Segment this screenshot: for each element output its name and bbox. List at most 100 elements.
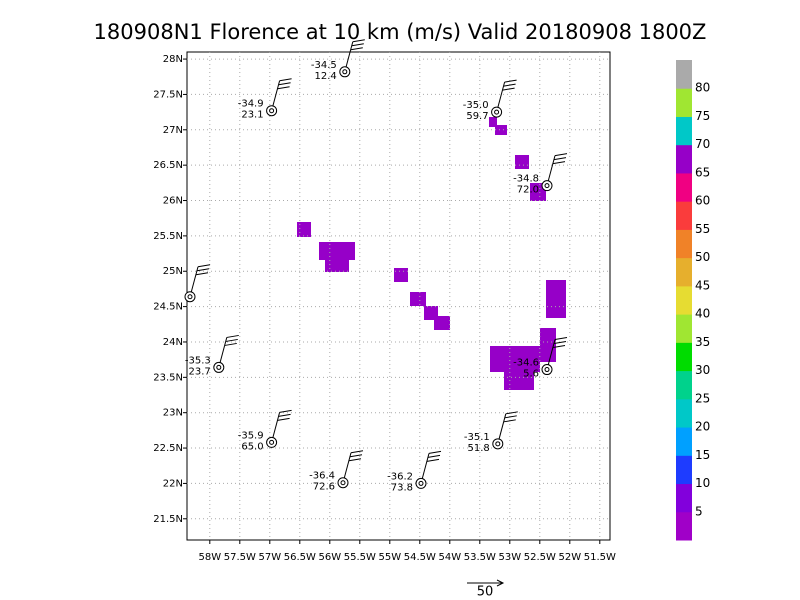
station: -34.65.6 [513, 337, 568, 380]
station-dot [269, 108, 275, 114]
y-tick-label: 27.5N [153, 89, 183, 100]
y-tick-label: 21.5N [153, 514, 183, 525]
y-tick-label: 23N [163, 408, 183, 419]
wind-patches [297, 117, 566, 390]
station-label: -34.5 [311, 60, 337, 71]
station-label: 65.0 [241, 441, 263, 452]
station: -36.273.8 [387, 450, 442, 493]
station-label: 12.4 [315, 71, 337, 82]
colorbar-segment [676, 144, 692, 174]
colorbar-label: 40 [695, 307, 710, 321]
colorbar-segment [676, 116, 692, 146]
station: -34.872.0 [513, 153, 568, 196]
barb-flags [350, 39, 365, 51]
barb-flags [348, 450, 364, 462]
station: -34.923.1 [238, 78, 292, 121]
station-label: 5.6 [523, 369, 539, 380]
colorbar-segment [676, 427, 692, 456]
colorbar-segment [676, 201, 692, 230]
station-label: -36.2 [387, 471, 413, 482]
station-marker [491, 106, 503, 118]
colorbar-label: 80 [695, 81, 710, 95]
station-label: -34.6 [513, 358, 539, 369]
y-tick-label: 22.5N [153, 443, 183, 454]
station-marker [266, 436, 278, 448]
station-label: -35.0 [463, 100, 489, 111]
station-label: -35.3 [185, 355, 211, 366]
colorbar-label: 55 [695, 222, 710, 236]
station: -34.512.4 [311, 39, 365, 82]
barb-flags [277, 409, 292, 421]
colorbar-segment [676, 342, 692, 372]
station-dot [340, 480, 346, 486]
station-marker [266, 105, 278, 117]
y-tick-label: 26N [163, 196, 183, 207]
colorbar-segment [676, 483, 692, 513]
colorbar-label: 50 [695, 250, 710, 264]
x-tick-label: 54.5W [404, 552, 436, 563]
x-tick-label: 53W [498, 552, 521, 563]
colorbar-segment [676, 285, 692, 315]
station: -35.323.7 [185, 334, 239, 377]
colorbar-segment [676, 398, 692, 428]
station-marker [337, 477, 349, 489]
y-tick-label: 26.5N [153, 160, 183, 171]
colorbar-label: 60 [695, 194, 710, 208]
station-dot [544, 183, 550, 189]
station-dot [544, 367, 550, 373]
station-marker [415, 477, 427, 489]
x-tick-label: 52W [558, 552, 581, 563]
colorbar-label: 65 [695, 165, 710, 179]
colorbar-segment [676, 511, 692, 541]
x-tick-label: 56.5W [284, 552, 316, 563]
title: 180908N1 Florence at 10 km (m/s) Valid 2… [94, 20, 707, 44]
barb-flags [426, 450, 442, 462]
station-label: 59.7 [466, 111, 488, 122]
colorbar-segment [676, 455, 692, 485]
station-marker [492, 438, 504, 450]
colorbar-label: 70 [695, 137, 710, 151]
colorbar-label: 30 [695, 363, 710, 377]
station-marker [541, 364, 553, 376]
station-label: -35.1 [464, 432, 490, 443]
station-label: -34.9 [238, 99, 264, 110]
y-tick-label: 27N [163, 125, 183, 136]
y-tick-label: 25N [163, 266, 183, 277]
colorbar-segment [676, 257, 692, 287]
station-marker [184, 291, 196, 303]
colorbar-label: 75 [695, 109, 710, 123]
station-label: 72.6 [313, 482, 335, 493]
y-tick-label: 25.5N [153, 231, 183, 242]
station-dot [418, 480, 424, 486]
x-tick-label: 52.5W [524, 552, 556, 563]
station-marker [213, 361, 225, 373]
station-dot [494, 109, 500, 115]
colorbar-label: 20 [695, 420, 710, 434]
y-tick-label: 28N [163, 54, 183, 65]
barb-flags [503, 411, 518, 423]
station-label: -35.9 [238, 430, 264, 441]
station: -36.472.6 [309, 450, 364, 493]
station-dot [187, 294, 193, 300]
x-tick-label: 51.5W [584, 552, 616, 563]
vector-scale: 50 [477, 585, 494, 600]
station: -35.965.0 [238, 409, 292, 452]
station-dot [216, 364, 222, 370]
colorbar-label: 5 [695, 504, 703, 518]
colorbar-label: 10 [695, 476, 710, 490]
colorbar-segment [676, 172, 692, 202]
vector-key: 50 [467, 579, 505, 600]
station: -35.059.7 [463, 79, 517, 122]
x-tick-label: 54W [438, 552, 461, 563]
y-tick-label: 22N [163, 478, 183, 489]
station: -35.151.8 [464, 411, 518, 454]
station-label: 23.7 [189, 366, 211, 377]
station-dot [269, 439, 275, 445]
station-marker [339, 66, 351, 78]
station-dot [495, 441, 501, 447]
x-tick-label: 58W [198, 552, 221, 563]
y-tick-label: 23.5N [153, 372, 183, 383]
station-label: 51.8 [468, 443, 490, 454]
station-label: 72.0 [517, 185, 539, 196]
